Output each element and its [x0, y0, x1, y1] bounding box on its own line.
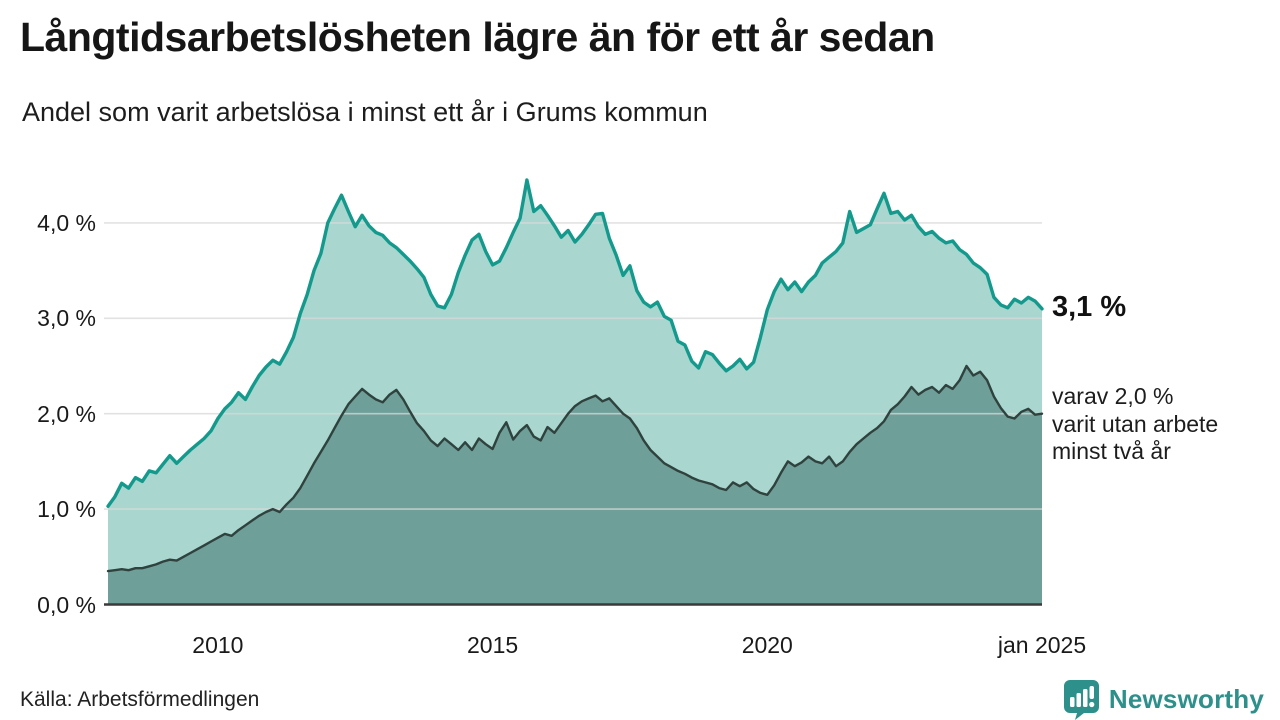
- source-credit: Källa: Arbetsförmedlingen: [20, 688, 260, 711]
- y-tick-label-0pct: 0,0 %: [37, 591, 96, 618]
- y-tick-label-1pct: 1,0 %: [37, 496, 96, 523]
- secondary-label-line2: varit utan arbete: [1052, 410, 1219, 437]
- x-tick-label-jan-2025: jan 2025: [997, 632, 1087, 658]
- series2-line: [106, 364, 1044, 573]
- secondary-label-line1: varav 2,0 %: [1052, 383, 1174, 409]
- page-title: Långtidsarbetslösheten lägre än för ett …: [20, 14, 935, 60]
- page-subtitle: Andel som varit arbetslösa i minst ett å…: [22, 97, 708, 127]
- y-tick-label-2pct: 2,0 %: [37, 400, 96, 427]
- x-tick-label-2015: 2015: [466, 632, 519, 658]
- series1-line: [106, 178, 1044, 508]
- y-tick-label-3pct: 3,0 %: [37, 305, 96, 332]
- newsworthy-bubble-chart-icon: [1063, 680, 1099, 720]
- latest-value-label: 3,1 %: [1052, 291, 1127, 323]
- brand-lockup: Newsworthy: [1061, 678, 1264, 720]
- x-tick-label-2010: 2010: [192, 632, 244, 658]
- secondary-label-line3: minst två år: [1052, 438, 1171, 464]
- x-tick-label-2020: 2020: [741, 632, 793, 658]
- secondary-value-label: varav 2,0 % varit utan arbete minst två …: [1052, 383, 1218, 466]
- brand-name: Newsworthy: [1108, 683, 1264, 714]
- series2-area-fill: [108, 366, 1042, 605]
- y-tick-label-4pct: 4,0 %: [37, 209, 96, 236]
